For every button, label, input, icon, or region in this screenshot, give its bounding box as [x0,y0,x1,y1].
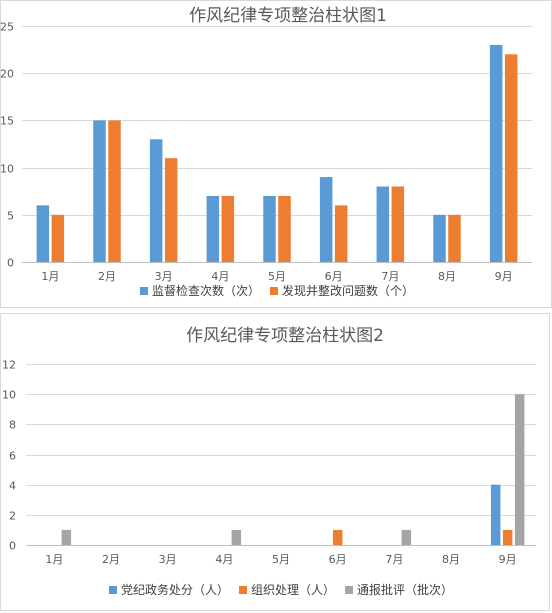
y-tick-label: 20 [0,68,14,81]
x-tick-label: 7月 [385,553,403,566]
legend-label: 发现并整改问题数（个） [282,283,414,298]
y-tick-label: 12 [2,359,16,372]
x-tick-label: 1月 [45,553,63,566]
chart-1-grid [22,26,532,263]
legend-swatch [139,287,148,295]
bar [51,214,65,262]
bar [164,158,178,262]
bar [332,529,343,545]
bar [108,120,121,263]
y-tick-label: 6 [9,450,16,463]
chart-2-bars [61,394,525,545]
chart-2: 作风纪律专项整治柱状图2 0 2 4 6 8 10 12 1月 2月 3月 4月 5月 6月 7月 8月 9… [0,313,550,611]
x-tick-label: 5月 [272,553,290,566]
chart-2-legend: 党纪政务处分（人） 组织处理（人） 通报批评（批次） [108,582,453,597]
chart-1-x-ticks: 1月 2月 3月 4月 5月 6月 7月 8月 9月 [41,270,512,283]
bar [278,195,291,262]
y-tick-label: 10 [0,163,14,176]
legend-swatch [238,586,247,594]
chart-1-y-ticks: 0 5 10 15 20 25 [0,21,14,270]
y-tick-label: 25 [0,21,14,34]
x-tick-label: 3月 [159,553,177,566]
legend-swatch [108,586,117,594]
x-tick-label: 8月 [442,553,460,566]
y-tick-label: 0 [7,257,14,270]
chart-2-y-ticks: 0 2 4 6 8 10 12 [2,359,16,553]
x-tick-label: 4月 [215,553,233,566]
bar [433,214,446,262]
y-tick-label: 2 [9,510,16,523]
chart-2-frame [0,313,550,611]
chart-2-title: 作风纪律专项整治柱状图2 [186,326,384,346]
x-tick-label: 6月 [325,270,343,283]
bar [221,195,235,262]
y-tick-label: 8 [9,419,16,432]
legend-label: 党纪政务处分（人） [121,582,229,597]
x-tick-label: 5月 [268,270,286,283]
x-tick-label: 1月 [41,270,59,283]
chart-1-frame [0,0,552,308]
bar [231,529,242,545]
chart-2-grid [26,364,536,546]
x-tick-label: 4月 [211,270,229,283]
bar [401,529,412,545]
x-tick-label: 9月 [495,270,513,283]
bar [376,186,390,262]
chart-2-x-ticks: 1月 2月 3月 4月 5月 6月 7月 8月 9月 [45,553,516,566]
legend-label: 监督检查次数（次） [152,283,260,298]
y-tick-label: 15 [0,115,14,128]
bar [502,529,513,545]
x-tick-label: 7月 [381,270,399,283]
chart-1-title: 作风纪律专项整治柱状图1 [189,6,387,26]
x-tick-label: 2月 [98,270,116,283]
bar [514,394,525,545]
chart-1-legend: 监督检查次数（次） 发现并整改问题数（个） [139,283,414,298]
y-tick-label: 10 [2,389,16,402]
y-tick-label: 0 [9,540,16,553]
x-tick-label: 2月 [102,553,120,566]
x-tick-label: 8月 [438,270,456,283]
bar [489,44,503,262]
bar [263,195,276,262]
bar [391,186,405,262]
bar [36,205,50,262]
bar [448,214,461,262]
chart-1-bars [36,44,518,263]
y-tick-label: 4 [9,480,16,493]
x-tick-label: 3月 [155,270,173,283]
legend-label: 通报批评（批次） [357,582,453,597]
bar [61,529,72,545]
y-tick-label: 5 [7,210,14,223]
bar [334,205,348,262]
bar [504,54,518,262]
bar [319,177,333,262]
x-tick-label: 9月 [499,553,517,566]
legend-swatch [270,287,278,295]
bar [490,484,501,545]
x-tick-label: 6月 [329,553,347,566]
chart-1: 作风纪律专项整治柱状图1 0 5 10 15 20 25 1月 2月 3月 4月 5月 6月 7月 8月… [0,0,552,308]
bar [206,195,220,262]
bar [149,139,163,262]
bar [93,120,106,263]
legend-label: 组织处理（人） [251,583,335,597]
legend-swatch [345,586,354,594]
